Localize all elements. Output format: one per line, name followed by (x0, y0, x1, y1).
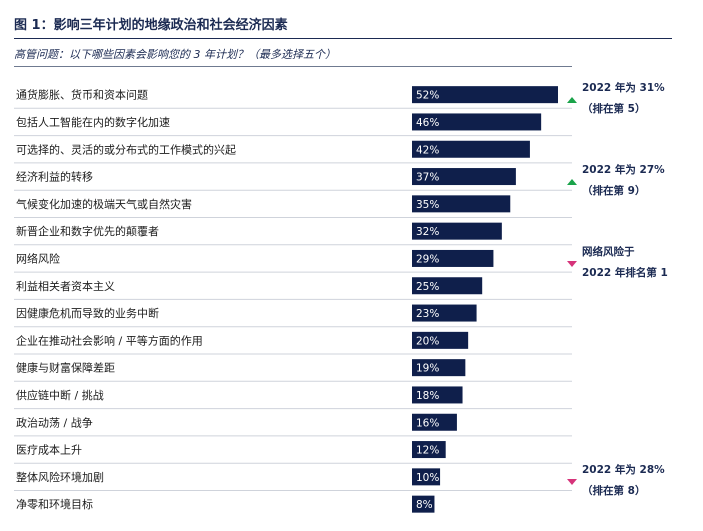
bar (412, 413, 457, 431)
annotation-line: （排在第 8） (582, 485, 646, 498)
category-label: 健康与财富保障差距 (16, 361, 115, 375)
annotation-note: 2022 年为 27% （排在第 9） (582, 160, 665, 202)
annotation-note: 网络风险于 2022 年排名第 1 (582, 242, 668, 284)
annotation-line: （排在第 9） (582, 184, 646, 197)
bar (412, 168, 516, 186)
survey-question: 高管问题：以下哪些因素会影响您的 3 年计划？（最多选择五个） (14, 48, 336, 61)
annotation-line: 网络风险于 (582, 245, 635, 258)
value-label: 10% (416, 472, 439, 484)
down-triangle-icon (567, 479, 577, 486)
value-label: 8% (416, 499, 433, 511)
down-triangle-icon (567, 260, 577, 267)
value-label: 29% (416, 253, 439, 265)
category-label: 网络风险 (16, 251, 60, 265)
category-label: 可选择的、灵活的或分布式的工作模式的兴起 (16, 142, 236, 156)
annotation-line: 2022 年为 31% (582, 82, 665, 94)
category-label: 整体风险环境加剧 (16, 470, 104, 484)
bar (412, 222, 502, 240)
title-divider (14, 38, 672, 39)
bar (412, 249, 494, 267)
category-label: 净零和环境目标 (16, 497, 93, 511)
bar (412, 86, 558, 104)
category-label: 因健康危机而导致的业务中断 (16, 306, 159, 320)
bar (412, 386, 463, 404)
chart-title: 图 1：影响三年计划的地缘政治和社会经济因素 (14, 18, 288, 33)
question-divider (14, 66, 572, 67)
value-label: 37% (416, 172, 439, 184)
annotation-line: 2022 年为 27% (582, 163, 665, 176)
value-label: 20% (416, 335, 439, 347)
value-label: 46% (416, 117, 439, 129)
annotation-note: 2022 年为 28% （排在第 8） (582, 460, 665, 502)
category-label: 企业在推动社会影响 / 平等方面的作用 (16, 333, 203, 347)
bar (412, 441, 446, 459)
category-label: 政治动荡 / 战争 (16, 415, 93, 429)
category-label: 气候变化加速的极端天气或自然灾害 (16, 197, 192, 211)
annotation-line: （排在第 5） (582, 103, 646, 115)
value-label: 16% (416, 417, 439, 429)
value-label: 18% (416, 390, 439, 402)
category-label: 经济利益的转移 (16, 170, 93, 184)
value-label: 23% (416, 308, 439, 320)
category-label: 通货膨胀、货币和资本问题 (16, 88, 148, 102)
bar (412, 195, 511, 213)
category-label: 新晋企业和数字优先的颠覆者 (16, 224, 159, 238)
category-label: 供应链中断 / 挑战 (16, 388, 104, 402)
bar (412, 304, 477, 322)
category-label: 医疗成本上升 (16, 443, 82, 457)
bar (412, 468, 441, 486)
value-label: 35% (416, 199, 439, 211)
bar (412, 331, 469, 349)
value-label: 42% (416, 144, 439, 156)
bar (412, 140, 530, 158)
bar (412, 495, 435, 513)
category-label: 包括人工智能在内的数字化加速 (16, 115, 170, 129)
up-triangle-icon (567, 97, 577, 103)
value-label: 19% (416, 363, 439, 375)
value-label: 12% (416, 445, 439, 457)
value-label: 52% (416, 90, 439, 102)
bar (412, 113, 542, 131)
bar (412, 277, 483, 295)
value-label: 25% (416, 281, 439, 293)
value-label: 32% (416, 226, 439, 238)
bar (412, 359, 466, 377)
up-triangle-icon (567, 178, 577, 185)
annotation-line: 2022 年排名第 1 (582, 266, 668, 279)
category-label: 利益相关者资本主义 (16, 279, 115, 293)
annotation-line: 2022 年为 28% (582, 464, 665, 477)
annotation-note: 2022 年为 31% （排在第 5） (582, 78, 665, 120)
